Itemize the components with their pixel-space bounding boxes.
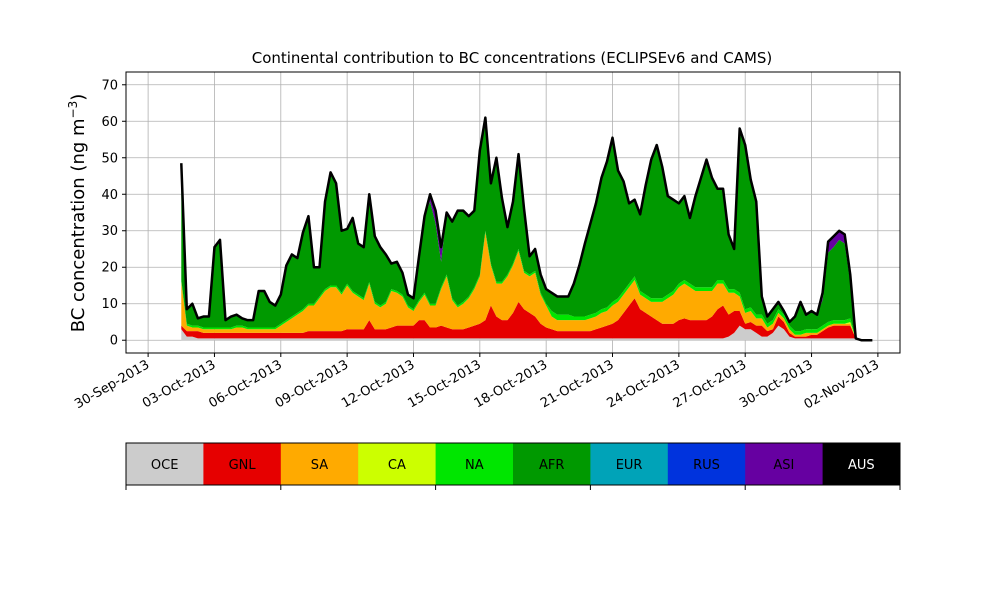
area-series-afr [181,117,873,341]
area-series-sa [181,232,873,341]
y-tick-label: 40 [101,188,118,203]
colorbar-swatch-aus [822,443,901,485]
chart-title: Continental contribution to BC concentra… [252,49,773,67]
y-axis-label-text: BC concentration (ng m [68,118,89,332]
colorbar-swatch-gnl [203,443,282,485]
colorbar-swatch-oce [126,443,204,485]
y-tick-label: 70 [101,78,118,93]
colorbar-swatch-eur [590,443,669,485]
colorbar-label-gnl: GNL [229,458,257,473]
colorbar-swatch-afr [513,443,591,485]
area-series-gnl [181,298,873,341]
colorbar-legend: OCE GNL SA CA NA AFR EUR RUS ASI AUS [125,442,901,490]
colorbar-swatch-ca [358,443,437,485]
colorbar-label-eur: EUR [616,458,643,473]
colorbar-swatch-asi [745,443,824,485]
y-tick-label: 30 [101,224,118,239]
colorbar-label-sa: SA [311,458,328,473]
colorbar-label-ca: CA [388,458,406,473]
y-axis: 0 10 20 30 40 50 60 70 [101,78,126,349]
y-tick-label: 10 [101,297,118,312]
colorbar-label-rus: RUS [693,458,720,473]
colorbar-label-asi: ASI [773,458,794,473]
colorbar-swatch-na [435,443,514,485]
y-tick-label: 50 [101,151,118,166]
colorbar-swatch-sa [280,443,359,485]
total-outline [180,116,873,342]
colorbar-label-aus: AUS [848,458,875,473]
stacked-areas [181,117,873,341]
colorbar-swatch-rus [667,443,746,485]
colorbar-label-afr: AFR [539,458,564,473]
y-tick-label: 20 [101,261,118,276]
area-series-oce [181,325,873,341]
plot-frame [125,71,901,354]
colorbar-label-na: NA [465,458,484,473]
y-axis-label-superscript: −3 [66,101,80,119]
y-tick-label: 0 [110,334,118,349]
y-axis-label-close: ) [68,94,89,101]
y-tick-label: 60 [101,115,118,130]
colorbar-label-oce: OCE [151,458,179,473]
colorbar-frame [125,442,901,486]
y-axis-label: BC concentration (ng m−3) [66,94,89,333]
